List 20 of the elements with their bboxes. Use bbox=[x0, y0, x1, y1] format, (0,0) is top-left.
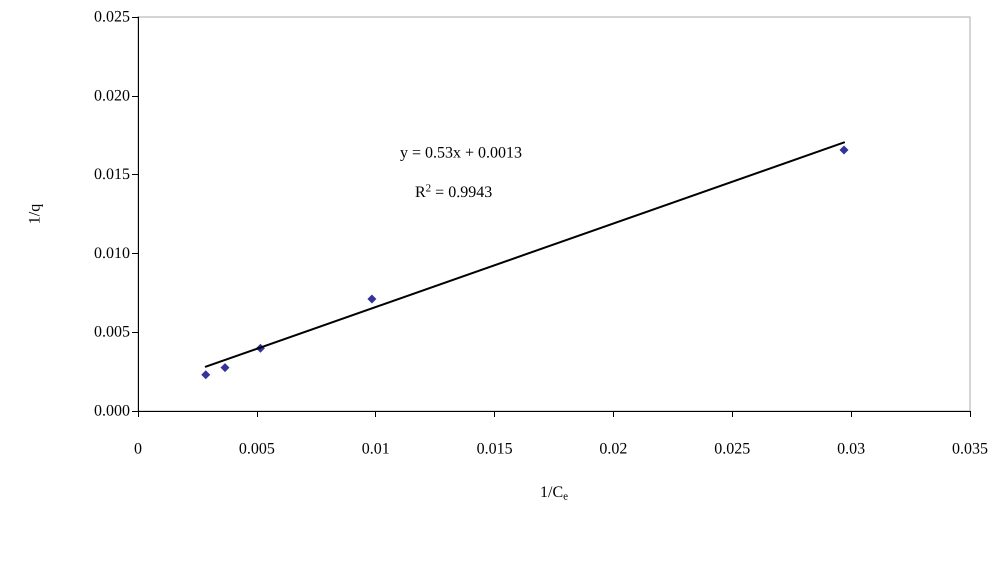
y-tick-label: 0.000 bbox=[94, 402, 130, 420]
point bbox=[201, 370, 210, 380]
point bbox=[220, 363, 230, 372]
y-tick-label: 0.015 bbox=[94, 166, 130, 184]
y-axis-title: 1/q bbox=[26, 204, 44, 224]
y-tick-label: 0.005 bbox=[94, 324, 130, 341]
x-tick-label: 0.035 bbox=[952, 440, 988, 458]
annotation: y = 0.53x + 0.0013 bbox=[400, 144, 522, 162]
x-tick-label: 0.015 bbox=[476, 440, 513, 458]
x-tick-label: 0.03 bbox=[837, 440, 866, 458]
point bbox=[840, 146, 849, 155]
x-tick-label: 0.025 bbox=[714, 440, 750, 458]
y-tick-label: 0.010 bbox=[94, 244, 130, 262]
x-tick-label: 0.005 bbox=[238, 440, 275, 458]
x-tick-label: 0.02 bbox=[599, 440, 628, 458]
x-tick-label: 0 bbox=[134, 440, 142, 458]
x-tick-label: 0.01 bbox=[362, 440, 390, 458]
y-tick-label: 0.020 bbox=[94, 87, 130, 104]
point bbox=[367, 294, 376, 304]
y-tick-label: 0.025 bbox=[94, 8, 130, 26]
